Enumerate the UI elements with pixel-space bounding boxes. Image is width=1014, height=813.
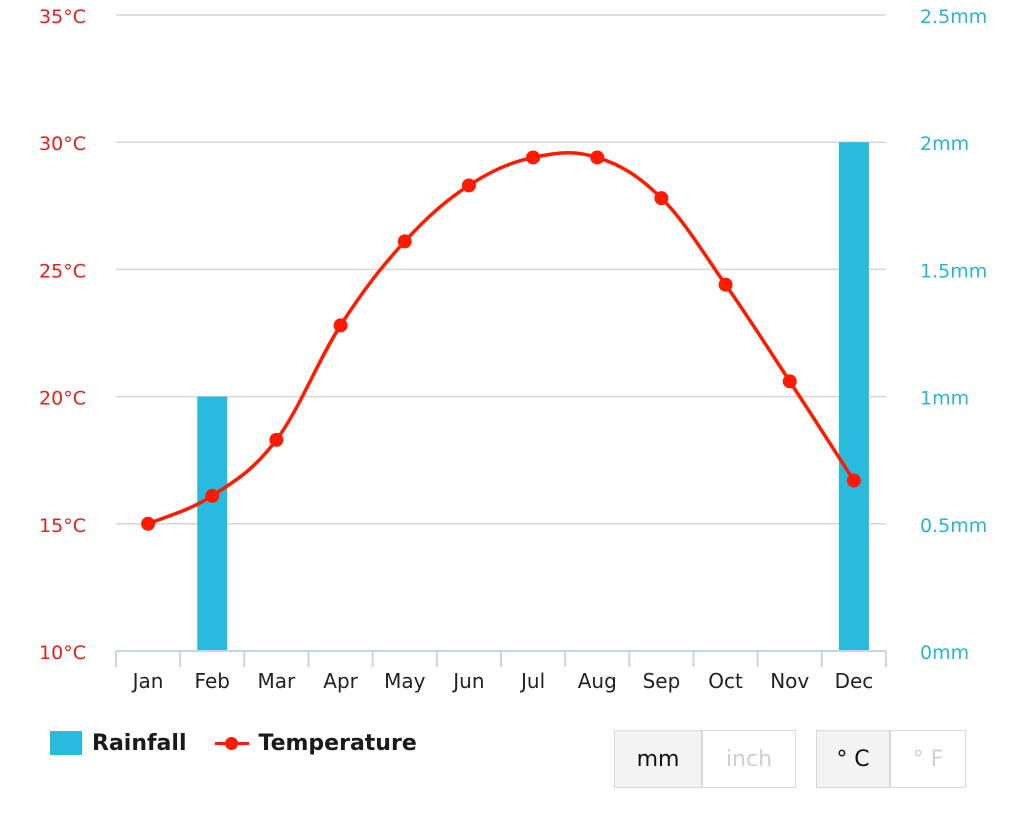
climate-chart: Jan Feb Mar Apr May Jun Jul Aug Sep Oct Nov Dec 35°… (39, 6, 987, 693)
temperature-point (526, 150, 541, 165)
temperature-point (461, 178, 476, 193)
temperature-point (590, 150, 605, 165)
temperature-point (333, 318, 348, 333)
temperature-point (205, 488, 220, 503)
x-tick-label: Oct (708, 669, 743, 693)
temperature-point (654, 191, 669, 206)
y-left-tick-label: 15°C (39, 515, 86, 537)
mm-button[interactable]: mm (614, 730, 702, 788)
temperature-point (782, 374, 797, 389)
x-tick-label: May (384, 669, 426, 693)
rainfall-unit-toggle: mm inch (614, 730, 796, 788)
rainfall-bar (838, 142, 869, 651)
y-left-tick-label: 20°C (39, 388, 86, 410)
temperature-point (141, 516, 156, 531)
legend-item-rainfall[interactable]: Rainfall (50, 731, 187, 756)
x-tick-label: Feb (195, 669, 230, 693)
rainfall-bar (197, 396, 228, 651)
y-right-tick-label: 1.5mm (920, 260, 987, 282)
y-right-tick-label: 0.5mm (920, 515, 987, 537)
x-tick-label: Sep (643, 669, 681, 693)
fahrenheit-button[interactable]: ° F (890, 730, 966, 788)
temperature-line-path (147, 151, 856, 526)
x-tick-label: Jun (451, 669, 484, 693)
x-tick-label: Apr (323, 669, 358, 693)
temperature-unit-toggle: ° C ° F (816, 730, 966, 788)
temperature-line (141, 150, 861, 531)
legend-item-temperature[interactable]: Temperature (214, 730, 417, 756)
rainfall-swatch-icon (50, 731, 82, 755)
y-right-tick-label: 2mm (920, 133, 969, 155)
x-tick-label: Aug (578, 669, 617, 693)
x-tick-label: Jul (519, 669, 545, 693)
y-left-tick-label: 25°C (39, 260, 86, 282)
y-right-tick-label: 2.5mm (920, 6, 987, 28)
legend-label-rainfall: Rainfall (92, 730, 187, 756)
y-left-tick-label: 35°C (39, 6, 86, 28)
rainfall-bars (197, 142, 869, 651)
temperature-line-marker-icon (214, 731, 249, 755)
temperature-point (846, 473, 861, 488)
x-tick-label: Jan (131, 669, 164, 693)
x-tick-label: Dec (835, 669, 874, 693)
chart-grid (116, 14, 886, 525)
x-axis: Jan Feb Mar Apr May Jun Jul Aug Sep Oct Nov Dec (115, 650, 887, 693)
temperature-point (269, 432, 284, 447)
celsius-button[interactable]: ° C (816, 730, 890, 788)
chart-legend: Rainfall Temperature (50, 726, 445, 760)
x-tick-label: Mar (258, 669, 297, 693)
y-right-tick-label: 1mm (920, 388, 969, 410)
x-tick-label: Nov (770, 669, 809, 693)
y-left-tick-label: 10°C (39, 642, 86, 664)
legend-label-temperature: Temperature (258, 730, 417, 756)
axis-labels: 35°C 30°C 25°C 20°C 15°C 10°C 2.5mm 2mm 1.5mm 1mm… (39, 6, 987, 664)
y-left-tick-label: 30°C (39, 133, 86, 155)
temperature-point (397, 234, 412, 249)
y-right-tick-label: 0mm (920, 642, 969, 664)
temperature-point (718, 277, 733, 292)
inch-button[interactable]: inch (702, 730, 796, 788)
